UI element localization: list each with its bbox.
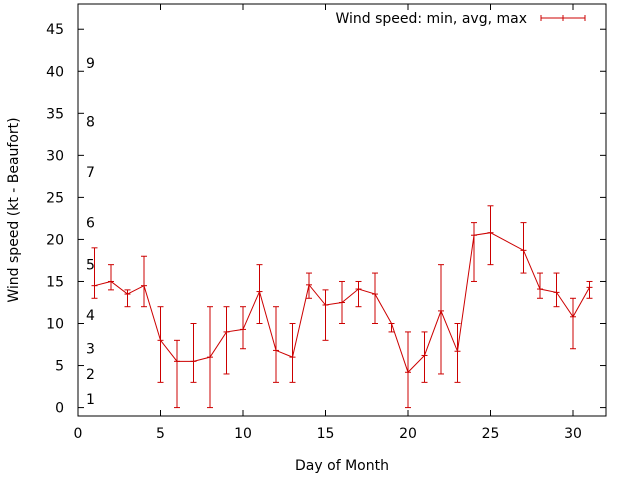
error-bar [240,306,246,350]
error-bar [570,297,576,350]
x-tick-label: 5 [156,426,165,442]
error-bar [537,272,543,299]
y-tick-label: 5 [55,359,64,375]
error-bar [586,280,593,299]
error-bar [520,222,527,274]
error-bar [91,247,98,299]
series-line [94,232,590,374]
beaufort-label: 3 [86,342,95,358]
x-tick-label: 20 [399,426,417,442]
error-bar [174,339,180,409]
y-axis-label: Wind speed (kt - Beaufort) [6,117,22,302]
error-bar [487,205,494,266]
annotation-layer: 1 2 3 4 5 6 7 8 9 [86,56,95,408]
beaufort-label: 6 [86,216,95,232]
error-bar [355,280,362,308]
y-tick-label: 30 [46,148,64,164]
y-tick-label: 20 [46,232,64,248]
x-tick-label: 0 [74,426,83,442]
x-tick-label: 10 [234,426,252,442]
error-bar [157,306,164,383]
error-bar [471,222,477,282]
beaufort-label: 5 [86,258,95,274]
error-bar [108,264,114,291]
error-bar [190,323,197,383]
error-bar [124,289,131,308]
error-bar [438,264,444,375]
plot-frame [77,3,607,417]
error-bar [141,255,147,308]
error-bar [322,289,329,341]
error-bar [207,306,213,409]
x-tick-label: 30 [564,426,582,442]
error-bar [223,306,230,375]
y-tick-label: 0 [55,401,64,417]
error-bar [454,323,461,383]
error-bar [553,272,560,308]
beaufort-label: 9 [86,56,95,72]
error-bar [405,331,411,409]
x-tick-label: 25 [482,426,500,442]
beaufort-label: 1 [86,392,95,408]
legend-entry-label: Wind speed: min, avg, max [335,11,527,27]
y-tick-label: 40 [46,64,64,80]
beaufort-label: 8 [86,115,95,131]
x-tick-label: 15 [317,426,335,442]
beaufort-label: 4 [86,308,95,324]
y-tick-label: 35 [46,106,64,122]
error-bar [339,280,345,325]
series-layer [91,205,593,409]
error-bar [372,272,378,325]
error-bar [256,264,263,325]
error-bar [421,331,428,383]
error-bar [388,323,395,333]
error-bar [306,272,312,299]
beaufort-label: 7 [86,165,95,181]
legend: Wind speed: min, avg, max [335,11,586,27]
y-tick-label: 10 [46,317,64,333]
y-tick-label: 45 [46,22,64,38]
error-bar [273,306,279,383]
beaufort-label: 2 [86,367,95,383]
y-tick-label: 25 [46,190,64,206]
error-bar [289,323,296,383]
y-tick-label: 15 [46,274,64,290]
x-axis-label: Day of Month [295,458,389,474]
